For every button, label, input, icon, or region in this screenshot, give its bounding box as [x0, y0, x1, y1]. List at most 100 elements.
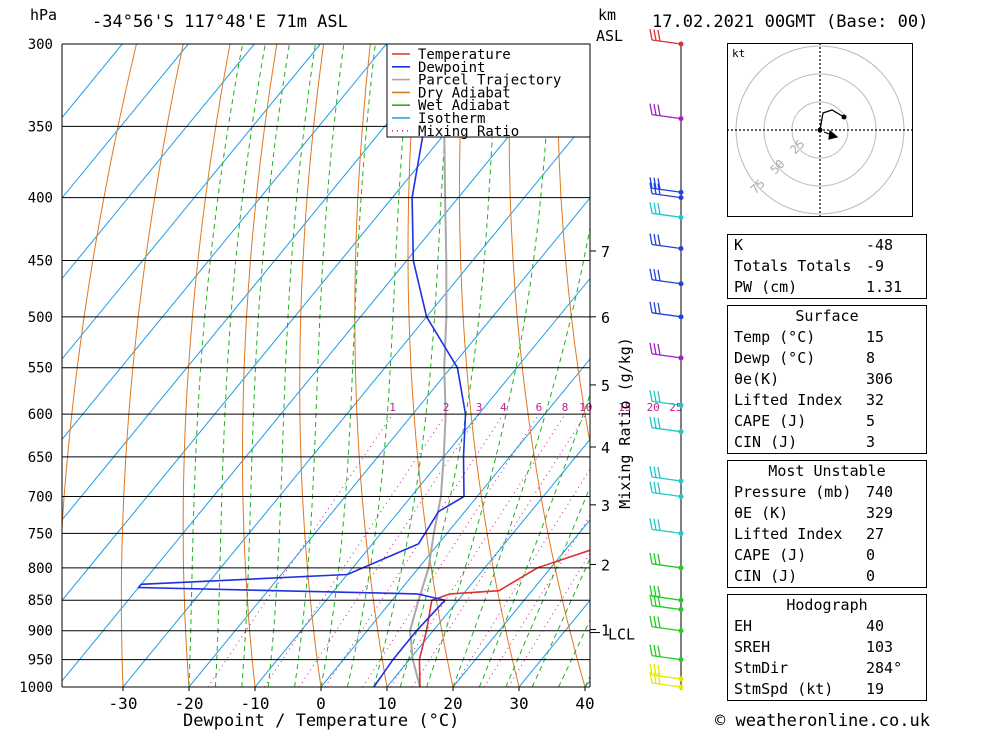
- top-label: Totals Totals: [734, 257, 852, 275]
- wind-barb: [649, 390, 684, 408]
- pressure-tick-label: 900: [28, 624, 53, 640]
- hodo-label: StmDir: [734, 659, 789, 677]
- legend-entry: Parcel Trajectory: [418, 73, 561, 89]
- isotherm-line: [62, 44, 585, 682]
- surface-value: 3: [866, 433, 876, 451]
- mixing-ratio-line: [362, 413, 540, 687]
- dewpoint-profile: [136, 44, 467, 687]
- wind-barb: [649, 103, 684, 122]
- pressure-tick-label: 600: [28, 407, 53, 423]
- wet-adiabat-line: [214, 44, 266, 687]
- mixing-ratio-label: 8: [562, 401, 569, 414]
- mixing-ratio-label: 4: [500, 401, 507, 414]
- pressure-tick-label: 450: [28, 254, 53, 270]
- x-tick-label: 40: [575, 694, 594, 713]
- isotherm-line: [62, 44, 519, 602]
- wet-adiabat-line: [320, 44, 376, 687]
- wind-barb: [649, 202, 684, 220]
- isotherm-line: [452, 519, 590, 687]
- mu-label: θE (K): [734, 504, 789, 522]
- legend-entry: Isotherm: [418, 111, 485, 127]
- hodo-value: 284°: [866, 659, 903, 677]
- surface-row: Dewp (°C) 8: [728, 348, 927, 369]
- surface-label: θe(K): [734, 370, 780, 388]
- top-value: -48: [866, 236, 894, 254]
- isotherm-line: [62, 44, 255, 280]
- top-value: -9: [866, 257, 885, 275]
- top-row: K -48: [728, 235, 927, 257]
- mu-title: Most Unstable: [768, 462, 886, 480]
- mixing-ratio-line: [263, 413, 447, 687]
- surface-label: CIN (J): [734, 433, 798, 451]
- surface-value: 5: [866, 412, 876, 430]
- hodograph-point: [817, 127, 823, 133]
- surface-label: Dewp (°C): [734, 349, 816, 367]
- mixing-ratio-label: 6: [536, 401, 543, 414]
- wind-barb: [649, 342, 684, 361]
- hodo-row: StmSpd (kt) 19: [728, 679, 927, 701]
- legend-entry: Dewpoint: [418, 60, 485, 76]
- lcl-label: LCL: [608, 626, 635, 644]
- mu-value: 0: [866, 546, 876, 564]
- hodo-label: SREH: [734, 638, 771, 656]
- dry-adiabat-line: [932, 44, 1000, 687]
- location-title: -34°56'S 117°48'E 71m ASL: [92, 12, 348, 32]
- mu-value: 0: [866, 567, 876, 585]
- hodo-title: Hodograph: [786, 596, 868, 614]
- datetime-title: 17.02.2021 00GMT (Base: 00): [652, 12, 929, 32]
- legend-entry: Temperature: [418, 47, 511, 63]
- mu-label: Lifted Index: [734, 525, 843, 543]
- wind-barb: [649, 615, 684, 634]
- legend-entry: Dry Adiabat: [418, 85, 511, 101]
- wet-adiabat-line: [505, 485, 590, 687]
- pressure-tick-label: 300: [28, 37, 53, 53]
- pressure-tick-label: 650: [28, 450, 53, 466]
- wind-barb: [649, 481, 684, 500]
- surface-label: Lifted Index: [734, 391, 843, 409]
- top-label: K: [734, 236, 744, 254]
- km-tick-label: 6: [601, 309, 610, 327]
- isotherm-line: [62, 44, 387, 441]
- isotherm-line: [188, 197, 590, 687]
- pressure-tick-label: 950: [28, 653, 53, 669]
- indices-top-table: K -48 Totals Totals -9 PW (cm) 1.31: [727, 234, 927, 299]
- mu-row: Pressure (mb) 740: [728, 482, 927, 503]
- km-tick-label: 1: [601, 622, 610, 640]
- dry-adiabat-line: [182, 44, 231, 687]
- hodo-row: EH 40: [728, 616, 927, 637]
- legend-entry: Wet Adiabat: [418, 98, 511, 114]
- wet-adiabat-line: [531, 557, 590, 687]
- wind-barb: [649, 518, 684, 536]
- wind-barb: [649, 416, 684, 435]
- isotherm-line: [62, 44, 321, 360]
- wind-barb: [649, 663, 684, 682]
- isotherm-line: [320, 358, 590, 687]
- x-tick-label: -10: [241, 694, 270, 713]
- x-axis-label: Dewpoint / Temperature (°C): [183, 711, 460, 731]
- hodo-label: StmSpd (kt): [734, 680, 834, 698]
- pressure-tick-label: 750: [28, 526, 53, 542]
- hodo-value: 40: [866, 617, 885, 635]
- mixing-ratio-line: [453, 468, 590, 687]
- mixing-ratio-label: 15: [618, 401, 631, 414]
- pressure-tick-label: 800: [28, 561, 53, 577]
- storm-motion-arrow: [823, 129, 839, 140]
- pressure-tick-label: 550: [28, 361, 53, 377]
- hodo-value: 19: [866, 680, 885, 698]
- mixing-ratio-label: 1: [389, 401, 396, 414]
- hodo-value: 103: [866, 638, 894, 656]
- mixing-ratio-axis-label: Mixing Ratio (g/kg): [616, 337, 634, 509]
- hodo-row: StmDir 284°: [728, 658, 927, 679]
- hodograph-unit: kt: [732, 47, 745, 60]
- surface-label: Temp (°C): [734, 328, 816, 346]
- wet-adiabat-line: [267, 44, 316, 687]
- wind-barb: [649, 644, 684, 663]
- dry-adiabat-line: [62, 44, 137, 536]
- wet-adiabat-line: [294, 44, 345, 687]
- pressure-tick-label: 400: [28, 191, 53, 207]
- top-row: Totals Totals -9: [728, 256, 927, 277]
- surface-row: CAPE (J) 5: [728, 411, 927, 432]
- indices-hodo-table: Hodograph EH 40 SREH 103 StmDir 284° StmSpd (k…: [727, 594, 927, 701]
